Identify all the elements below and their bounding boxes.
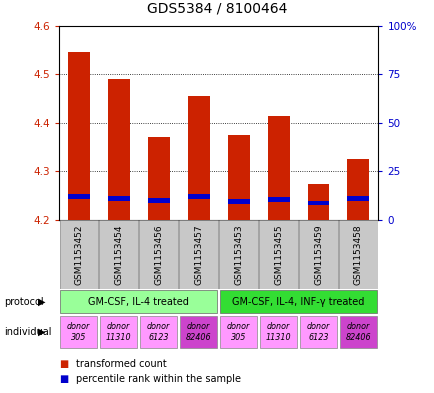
Bar (60, 316, 97, 348)
Bar (307, 201, 329, 206)
Bar (147, 198, 169, 203)
Bar (68, 194, 89, 199)
Text: donor
6123: donor 6123 (306, 322, 329, 342)
Text: GSM1153458: GSM1153458 (353, 224, 362, 285)
Text: donor
11310: donor 11310 (265, 322, 291, 342)
Bar (147, 138, 169, 220)
Text: donor
82406: donor 82406 (345, 322, 371, 342)
Text: ■: ■ (59, 358, 68, 369)
Text: donor
305: donor 305 (67, 322, 90, 342)
Bar (339, 316, 376, 348)
Bar (307, 184, 329, 220)
Bar (187, 194, 209, 199)
Text: transformed count: transformed count (76, 358, 167, 369)
Bar (108, 196, 129, 201)
Text: GSM1153456: GSM1153456 (154, 224, 163, 285)
Text: GDS5384 / 8100464: GDS5384 / 8100464 (147, 2, 287, 16)
Text: ■: ■ (59, 374, 68, 384)
Bar (299, 316, 336, 348)
Bar (259, 220, 297, 289)
Text: individual: individual (4, 327, 52, 337)
Text: percentile rank within the sample: percentile rank within the sample (76, 374, 240, 384)
Text: GSM1153453: GSM1153453 (233, 224, 243, 285)
Text: ▶: ▶ (37, 327, 45, 337)
Bar (259, 316, 296, 348)
Text: GSM1153454: GSM1153454 (114, 224, 123, 285)
Text: protocol: protocol (4, 297, 44, 307)
Bar (179, 316, 217, 348)
Text: GSM1153452: GSM1153452 (74, 224, 83, 285)
Bar (100, 316, 137, 348)
Bar (179, 220, 217, 289)
Text: GSM1153457: GSM1153457 (194, 224, 203, 285)
Text: GM-CSF, IL-4, INF-γ treated: GM-CSF, IL-4, INF-γ treated (232, 297, 364, 307)
Bar (267, 197, 289, 202)
Bar (267, 116, 289, 220)
Bar (60, 290, 217, 313)
Text: donor
6123: donor 6123 (147, 322, 170, 342)
Bar (347, 159, 368, 220)
Bar (227, 199, 249, 204)
Text: ▶: ▶ (37, 297, 45, 307)
Bar (139, 220, 178, 289)
Bar (140, 316, 177, 348)
Bar (108, 79, 129, 220)
Bar (219, 316, 257, 348)
Bar (219, 290, 376, 313)
Bar (59, 220, 98, 289)
Bar (219, 220, 257, 289)
Text: GM-CSF, IL-4 treated: GM-CSF, IL-4 treated (88, 297, 189, 307)
Text: donor
11310: donor 11310 (105, 322, 131, 342)
Bar (99, 220, 138, 289)
Text: GSM1153459: GSM1153459 (313, 224, 322, 285)
Bar (299, 220, 337, 289)
Bar (347, 196, 368, 201)
Text: donor
82406: donor 82406 (185, 322, 211, 342)
Bar (68, 52, 89, 220)
Text: GSM1153455: GSM1153455 (273, 224, 283, 285)
Bar (187, 96, 209, 220)
Bar (339, 220, 377, 289)
Text: donor
305: donor 305 (227, 322, 250, 342)
Bar (227, 135, 249, 220)
